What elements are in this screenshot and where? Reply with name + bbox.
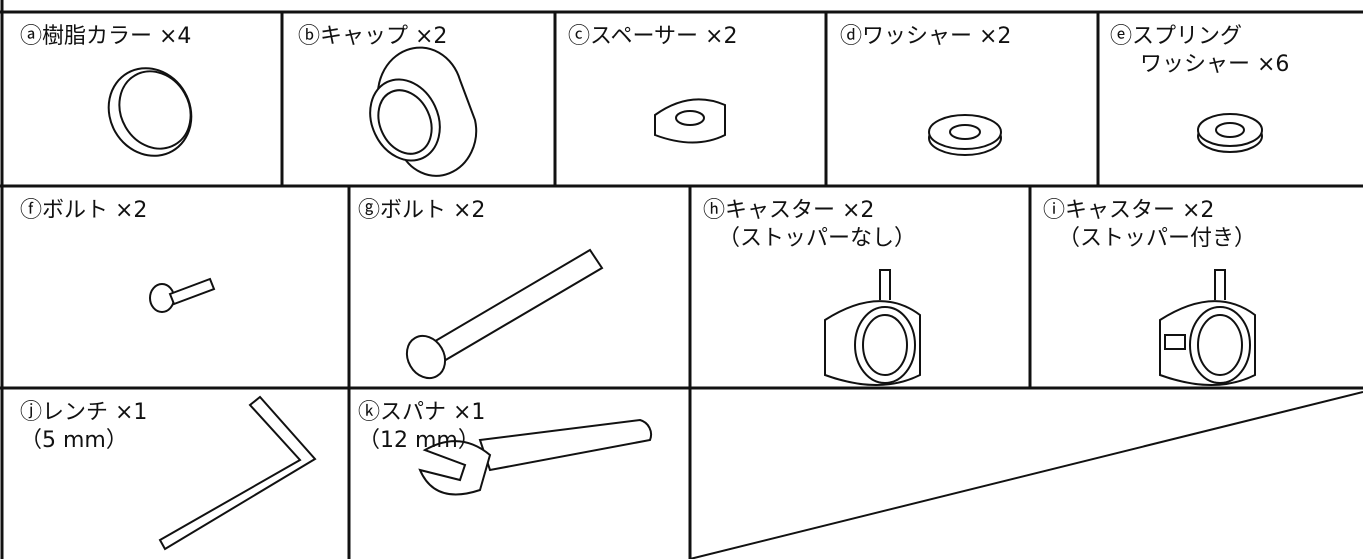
part-label: ⓘキャスター ×2 [1043, 198, 1215, 223]
part-label: ⓗキャスター ×2 [703, 198, 875, 223]
part-label: ⓙレンチ ×1 [20, 400, 148, 425]
part-note: （ストッパーなし） [718, 226, 917, 251]
illustrations [107, 46, 1263, 551]
part-label: ⓚスパナ ×1 [358, 400, 486, 425]
part-label: ⓓワッシャー ×2 [840, 24, 1012, 49]
part-label: ⓒスペーサー ×2 [568, 24, 738, 49]
part-label: ⓖボルト ×2 [358, 198, 486, 223]
part-note: （5 mm） [20, 428, 128, 453]
part-note: ワッシャー ×6 [1140, 52, 1290, 77]
part-note: （ストッパー付き） [1058, 226, 1257, 251]
part-label: ⓕボルト ×2 [20, 198, 148, 223]
part-label: ⓐ樹脂カラー ×4 [20, 24, 192, 49]
part-label: ⓑキャップ ×2 [298, 24, 448, 49]
part-note: （12 mm） [358, 428, 480, 453]
part-label: ⓔスプリング [1110, 24, 1243, 49]
